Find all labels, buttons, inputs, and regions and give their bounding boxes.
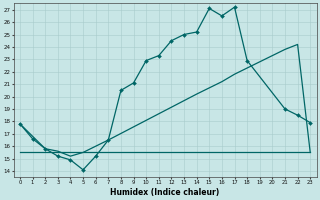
X-axis label: Humidex (Indice chaleur): Humidex (Indice chaleur) (110, 188, 220, 197)
